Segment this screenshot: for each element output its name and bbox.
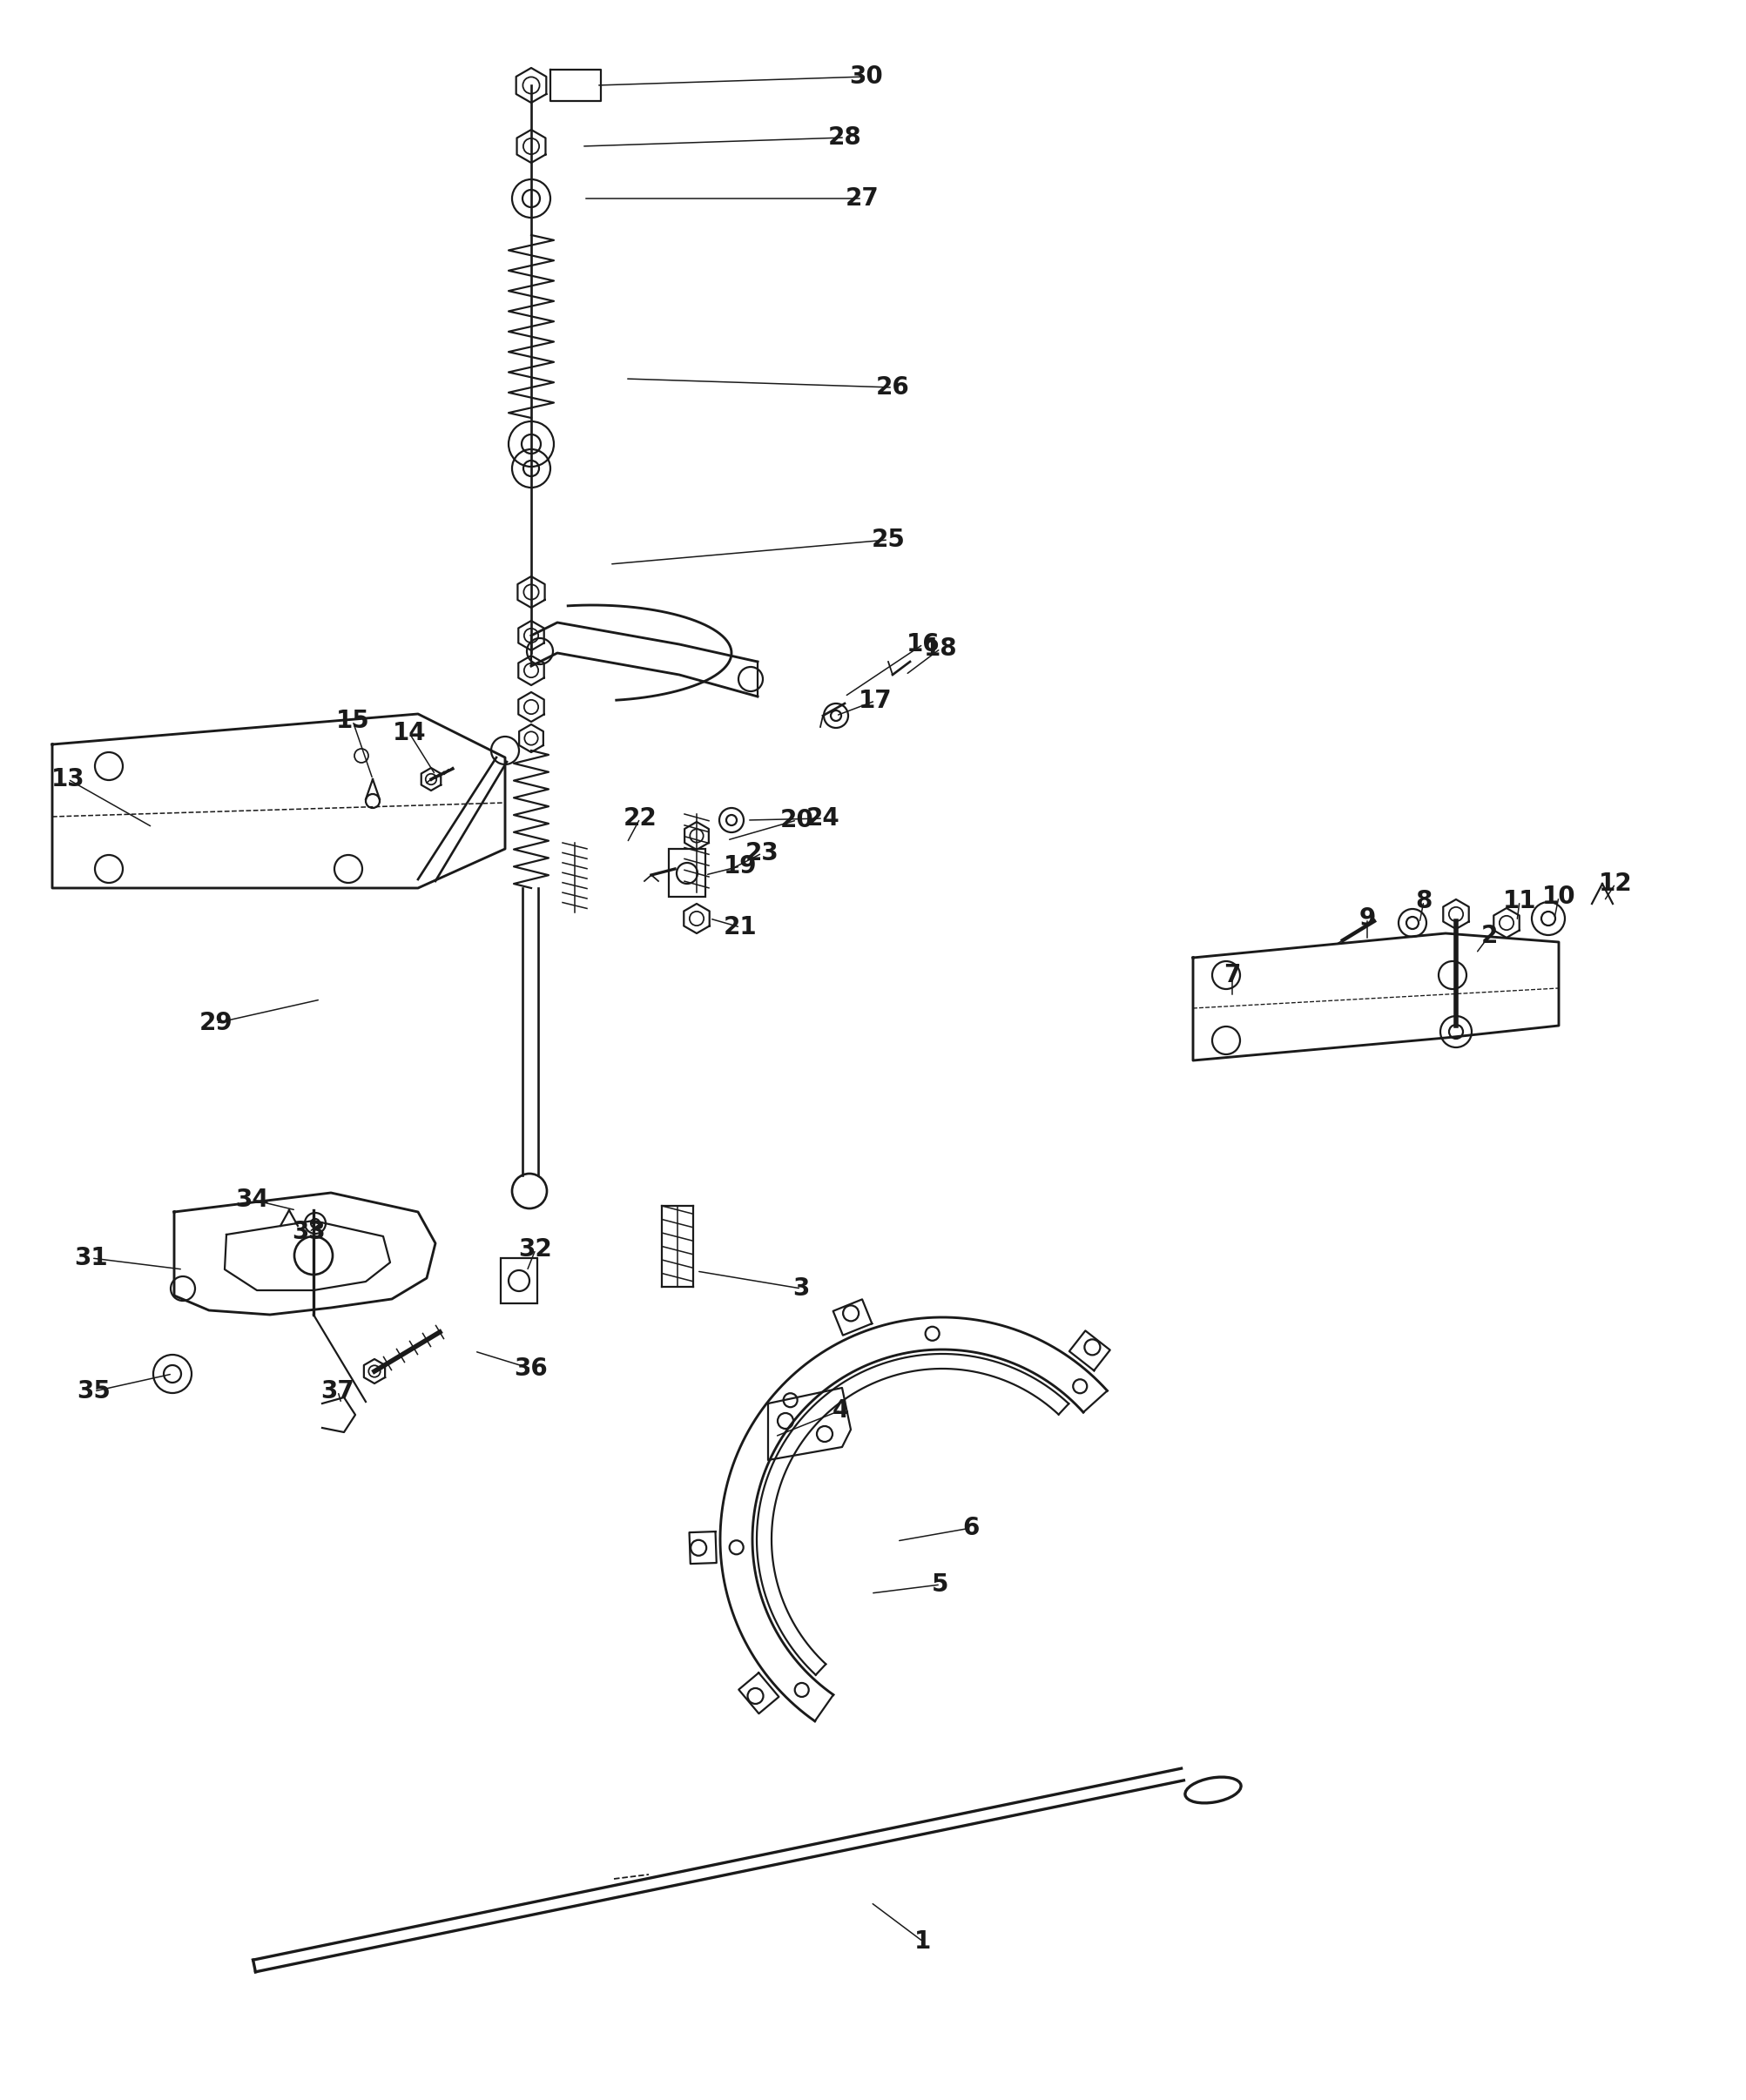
Text: 23: 23 [746, 840, 779, 865]
Text: 24: 24 [807, 806, 840, 832]
Text: 33: 33 [292, 1220, 327, 1243]
Text: 18: 18 [924, 636, 957, 662]
Text: 35: 35 [77, 1380, 112, 1403]
Text: 21: 21 [723, 916, 758, 939]
Text: 12: 12 [1599, 872, 1633, 897]
Bar [501, 1258, 538, 1304]
Text: 27: 27 [845, 187, 878, 210]
Text: 30: 30 [850, 65, 883, 88]
Text: 5: 5 [932, 1573, 950, 1596]
Text: 15: 15 [335, 708, 370, 733]
Text: 32: 32 [519, 1237, 552, 1262]
Text: 16: 16 [906, 632, 939, 657]
Text: 10: 10 [1542, 884, 1575, 909]
Text: 34: 34 [236, 1189, 269, 1212]
Text: 25: 25 [871, 527, 904, 552]
Text: 1: 1 [915, 1930, 931, 1953]
Text: 28: 28 [828, 126, 861, 149]
Text: 2: 2 [1481, 924, 1498, 947]
Text: 9: 9 [1358, 907, 1376, 930]
Text: 20: 20 [780, 808, 814, 832]
Text: 22: 22 [623, 806, 656, 832]
Text: 3: 3 [793, 1277, 810, 1300]
Text: 4: 4 [831, 1399, 849, 1422]
Text: 31: 31 [75, 1245, 108, 1270]
Text: 13: 13 [51, 766, 86, 792]
Text: 7: 7 [1224, 964, 1241, 987]
Text: 29: 29 [199, 1010, 232, 1035]
Text: 26: 26 [876, 376, 910, 399]
Text: 36: 36 [515, 1357, 548, 1382]
Text: 37: 37 [321, 1380, 354, 1403]
Text: 17: 17 [859, 689, 892, 714]
Text: 8: 8 [1416, 888, 1432, 914]
Text: 14: 14 [393, 720, 426, 745]
Text: 6: 6 [962, 1516, 980, 1539]
Text: 11: 11 [1503, 888, 1536, 914]
Bar [669, 848, 705, 897]
Text: 19: 19 [723, 855, 758, 878]
